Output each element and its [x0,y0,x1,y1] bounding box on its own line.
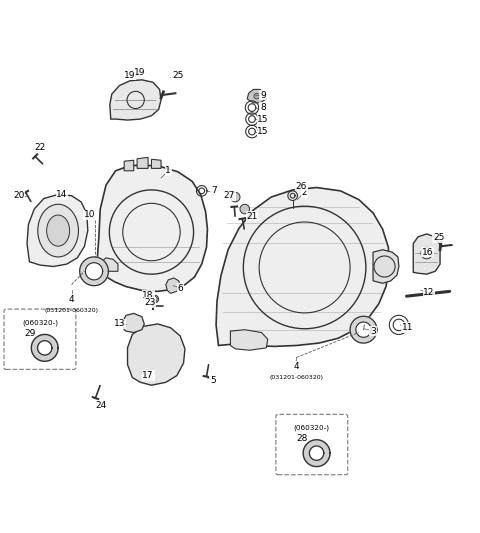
Text: (060320-): (060320-) [22,320,58,326]
Text: 15: 15 [257,115,269,124]
Text: 5: 5 [210,376,216,385]
Polygon shape [137,157,148,168]
Polygon shape [356,322,371,337]
Polygon shape [310,446,324,461]
Text: 18: 18 [143,290,154,300]
Polygon shape [31,335,58,361]
Text: 15: 15 [257,127,269,136]
Text: 10: 10 [84,211,95,219]
Polygon shape [96,165,207,292]
Text: 20: 20 [13,191,24,200]
Text: 4: 4 [69,295,74,304]
FancyBboxPatch shape [4,309,76,369]
Polygon shape [413,234,440,274]
Circle shape [240,204,250,214]
Text: 28: 28 [297,434,308,443]
Circle shape [230,192,240,202]
Polygon shape [166,278,180,293]
Text: 19: 19 [124,70,136,79]
Polygon shape [152,159,161,168]
FancyBboxPatch shape [276,414,348,475]
Text: (060320-): (060320-) [294,425,330,431]
Ellipse shape [38,204,78,257]
Text: 29: 29 [24,329,36,338]
Text: 25: 25 [433,233,444,243]
Text: 16: 16 [422,248,433,257]
Text: 19: 19 [134,68,145,77]
Text: 13: 13 [114,319,125,328]
Text: 1: 1 [165,166,171,175]
Text: (031201-060320): (031201-060320) [45,308,98,313]
Polygon shape [128,324,185,385]
Text: 12: 12 [423,288,435,297]
Polygon shape [37,341,52,355]
Polygon shape [303,440,330,466]
Ellipse shape [47,215,70,246]
Text: 27: 27 [224,191,235,200]
Text: 26: 26 [296,182,307,191]
Text: 7: 7 [211,187,216,196]
Text: 8: 8 [260,103,266,112]
Polygon shape [124,160,134,171]
Text: 25: 25 [172,70,183,79]
Text: 9: 9 [260,91,266,100]
Polygon shape [110,80,161,120]
Polygon shape [123,313,144,333]
Text: 14: 14 [56,190,68,199]
Polygon shape [230,330,268,350]
Polygon shape [247,90,266,103]
Polygon shape [27,195,88,266]
Text: 3: 3 [370,327,376,336]
Circle shape [254,93,260,99]
Text: 2: 2 [302,188,307,197]
Text: 6: 6 [177,284,183,293]
Text: 24: 24 [96,401,107,410]
Polygon shape [85,263,103,280]
Text: (031201-060320): (031201-060320) [269,375,324,379]
Polygon shape [350,316,377,343]
Text: 23: 23 [144,298,156,307]
Polygon shape [80,257,108,286]
Text: 4: 4 [294,361,300,370]
Text: 11: 11 [402,323,413,332]
Polygon shape [373,250,399,283]
Text: 21: 21 [246,212,258,221]
Text: 17: 17 [143,371,154,380]
Text: 22: 22 [34,143,46,152]
Circle shape [151,295,158,303]
Polygon shape [101,258,118,271]
Polygon shape [216,188,389,346]
